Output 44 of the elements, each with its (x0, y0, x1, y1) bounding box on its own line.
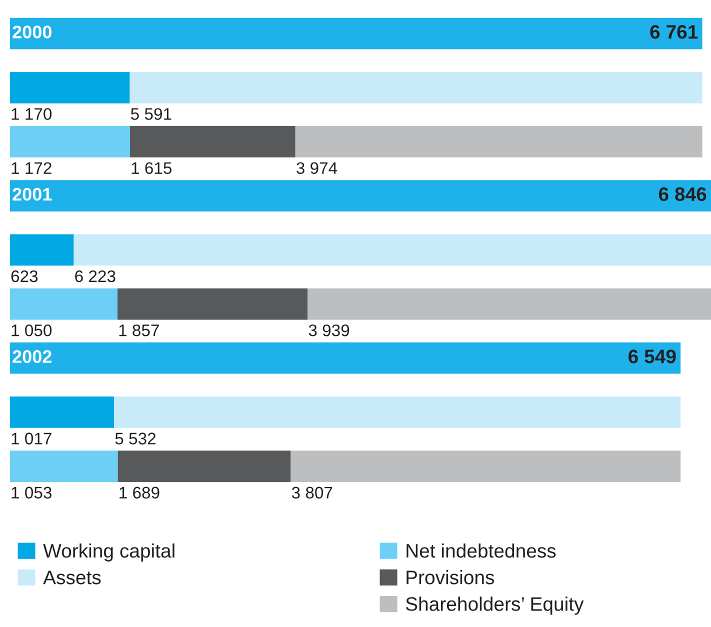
bar (290, 450, 681, 482)
y-tick-label: 2000 (12, 26, 52, 38)
y-tick-label: 2002 (12, 350, 52, 363)
data-label: 6 846 (658, 187, 706, 202)
data-label: 1 857 (119, 324, 159, 336)
legend-label: Assets (43, 570, 101, 584)
bar (10, 288, 118, 320)
bar (10, 234, 74, 266)
data-label: 1 170 (12, 108, 52, 120)
data-label: 3 939 (308, 324, 350, 336)
bar (114, 396, 681, 428)
bar (10, 450, 118, 482)
bar (118, 450, 291, 482)
bar (118, 288, 308, 320)
data-label: 1 689 (120, 486, 160, 499)
legend-label: Provisions (406, 570, 494, 584)
data-label: 1 050 (12, 324, 52, 336)
data-label: 1 053 (12, 486, 52, 499)
data-label: 3 807 (292, 486, 332, 499)
bar (10, 126, 130, 158)
y-tick-label: 2001 (12, 188, 52, 201)
data-label: 1 615 (132, 162, 172, 174)
data-label: 5 532 (115, 432, 156, 444)
legend-label: Shareholders’ Equity (406, 596, 584, 615)
data-label: 3 974 (296, 162, 338, 174)
bar (295, 126, 702, 158)
data-label: 6 549 (628, 350, 676, 364)
data-label: 623 (11, 270, 38, 282)
data-label: 1 017 (12, 432, 52, 444)
legend-label: Working capital (43, 543, 174, 562)
data-label: 5 591 (130, 108, 172, 120)
data-label: 6 761 (650, 24, 698, 39)
bar (10, 342, 681, 374)
bar (308, 288, 711, 320)
legend-label: Net indebtedness (406, 543, 556, 558)
bar (10, 18, 702, 50)
data-label: 6 223 (75, 270, 116, 282)
bar (10, 396, 114, 428)
bar (10, 72, 130, 104)
bar (74, 234, 711, 266)
bar (130, 126, 296, 158)
bar (10, 180, 711, 212)
bar (130, 72, 702, 104)
data-label: 1 172 (12, 162, 52, 174)
